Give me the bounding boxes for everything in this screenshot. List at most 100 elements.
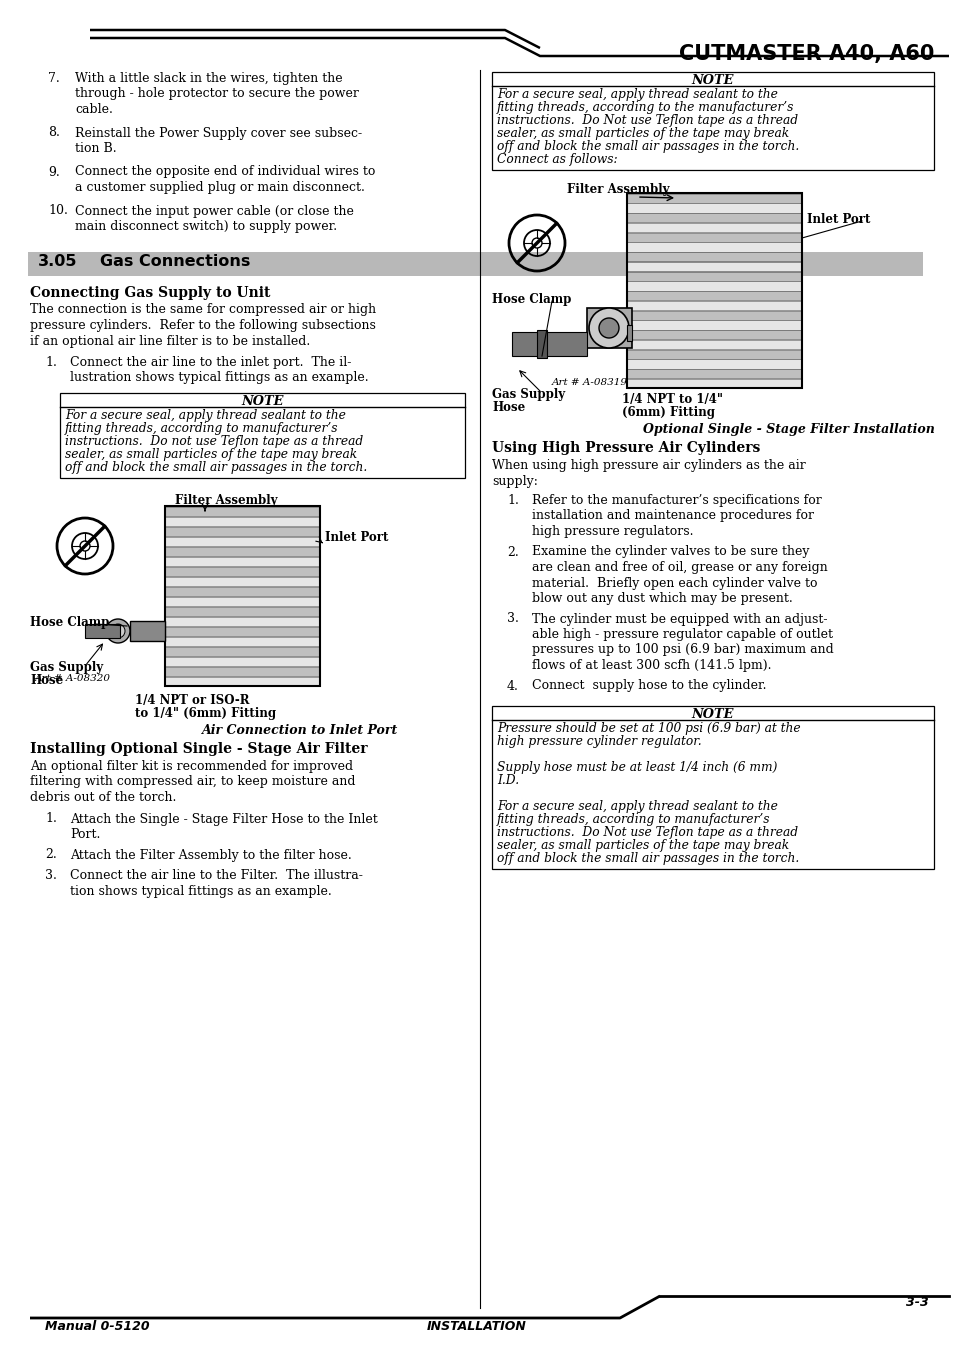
- Text: 1.: 1.: [506, 494, 518, 508]
- Bar: [165, 667, 319, 676]
- Text: 8.: 8.: [48, 127, 60, 139]
- Text: Inlet Port: Inlet Port: [325, 531, 388, 544]
- Text: Hose: Hose: [30, 674, 63, 687]
- Bar: [512, 332, 586, 356]
- Bar: [626, 232, 801, 242]
- Bar: [165, 647, 319, 656]
- Text: Connect the air line to the inlet port.  The il-: Connect the air line to the inlet port. …: [70, 356, 351, 369]
- Text: 1.: 1.: [45, 813, 57, 825]
- Text: 1.: 1.: [45, 356, 57, 369]
- Text: 2.: 2.: [45, 849, 56, 861]
- Text: Gas Connections: Gas Connections: [100, 255, 250, 270]
- Text: 7.: 7.: [48, 72, 60, 85]
- Text: 3.05: 3.05: [38, 255, 77, 270]
- Bar: [626, 262, 801, 271]
- Bar: [626, 204, 801, 212]
- Bar: [165, 536, 319, 545]
- Bar: [130, 621, 165, 641]
- Bar: [586, 308, 631, 348]
- Text: lustration shows typical fittings as an example.: lustration shows typical fittings as an …: [70, 371, 368, 385]
- Bar: [165, 597, 319, 606]
- Text: installation and maintenance procedures for: installation and maintenance procedures …: [532, 509, 813, 522]
- Text: For a secure seal, apply thread sealant to the: For a secure seal, apply thread sealant …: [497, 801, 777, 813]
- Bar: [626, 369, 801, 378]
- Text: through - hole protector to secure the power: through - hole protector to secure the p…: [75, 88, 358, 100]
- Bar: [626, 310, 801, 320]
- Text: high pressure cylinder regulator.: high pressure cylinder regulator.: [497, 734, 700, 748]
- Circle shape: [111, 624, 125, 639]
- Text: When using high pressure air cylinders as the air: When using high pressure air cylinders a…: [492, 459, 805, 472]
- Text: Filter Assembly: Filter Assembly: [174, 494, 277, 508]
- Text: 1/4 NPT to 1/4": 1/4 NPT to 1/4": [621, 393, 722, 406]
- Text: blow out any dust which may be present.: blow out any dust which may be present.: [532, 593, 792, 605]
- Text: 10.: 10.: [48, 204, 68, 217]
- Bar: [165, 567, 319, 576]
- Text: 1/4 NPT or ISO-R: 1/4 NPT or ISO-R: [135, 694, 250, 707]
- Text: to 1/4" (6mm) Fitting: to 1/4" (6mm) Fitting: [135, 707, 275, 720]
- Text: instructions.  Do not use Teflon tape as a thread: instructions. Do not use Teflon tape as …: [65, 435, 363, 448]
- Text: Manual 0-5120: Manual 0-5120: [45, 1319, 150, 1332]
- Text: Port.: Port.: [70, 828, 100, 841]
- Bar: [165, 506, 319, 516]
- Text: off and block the small air passages in the torch.: off and block the small air passages in …: [65, 460, 367, 474]
- Text: high pressure regulators.: high pressure regulators.: [532, 525, 693, 539]
- Text: Installing Optional Single - Stage Air Filter: Installing Optional Single - Stage Air F…: [30, 743, 367, 756]
- Text: Connecting Gas Supply to Unit: Connecting Gas Supply to Unit: [30, 285, 270, 300]
- Text: 4.: 4.: [506, 679, 518, 693]
- Bar: [626, 340, 801, 350]
- Bar: [165, 506, 319, 686]
- Text: Reinstall the Power Supply cover see subsec-: Reinstall the Power Supply cover see sub…: [75, 127, 362, 139]
- Bar: [537, 329, 546, 358]
- Text: NOTE: NOTE: [691, 707, 734, 721]
- Bar: [626, 193, 801, 387]
- Text: off and block the small air passages in the torch.: off and block the small air passages in …: [497, 852, 799, 865]
- Text: are clean and free of oil, grease or any foreign: are clean and free of oil, grease or any…: [532, 562, 827, 574]
- Bar: [165, 617, 319, 626]
- Text: For a secure seal, apply thread sealant to the: For a secure seal, apply thread sealant …: [65, 409, 346, 423]
- Bar: [165, 626, 319, 636]
- Text: fitting threads, according to manufacturer’s: fitting threads, according to manufactur…: [497, 813, 770, 826]
- Bar: [85, 624, 120, 639]
- Bar: [626, 301, 801, 310]
- Text: a customer supplied plug or main disconnect.: a customer supplied plug or main disconn…: [75, 181, 364, 194]
- Bar: [626, 242, 801, 251]
- Text: Using High Pressure Air Cylinders: Using High Pressure Air Cylinders: [492, 441, 760, 455]
- Text: Supply hose must be at least 1/4 inch (6 mm): Supply hose must be at least 1/4 inch (6…: [497, 761, 777, 774]
- Text: tion B.: tion B.: [75, 142, 116, 155]
- Text: flows of at least 300 scfh (141.5 lpm).: flows of at least 300 scfh (141.5 lpm).: [532, 659, 771, 672]
- Text: material.  Briefly open each cylinder valve to: material. Briefly open each cylinder val…: [532, 576, 817, 590]
- Text: Connect  supply hose to the cylinder.: Connect supply hose to the cylinder.: [532, 679, 765, 693]
- Bar: [165, 576, 319, 586]
- Bar: [28, 251, 923, 275]
- Text: For a secure seal, apply thread sealant to the: For a secure seal, apply thread sealant …: [497, 88, 777, 101]
- Circle shape: [588, 308, 628, 348]
- Text: Attach the Filter Assembly to the filter hose.: Attach the Filter Assembly to the filter…: [70, 849, 352, 861]
- Circle shape: [80, 541, 90, 551]
- Text: NOTE: NOTE: [691, 74, 734, 86]
- Text: sealer, as small particles of the tape may break: sealer, as small particles of the tape m…: [497, 838, 788, 852]
- Bar: [60, 393, 464, 478]
- Text: Connect the opposite end of individual wires to: Connect the opposite end of individual w…: [75, 166, 375, 178]
- Text: main disconnect switch) to supply power.: main disconnect switch) to supply power.: [75, 220, 336, 234]
- Bar: [626, 329, 801, 339]
- Circle shape: [532, 238, 541, 248]
- Text: (6mm) Fitting: (6mm) Fitting: [621, 406, 714, 418]
- Text: Art # A-08319: Art # A-08319: [552, 378, 627, 387]
- Bar: [626, 193, 801, 202]
- Text: NOTE: NOTE: [241, 396, 283, 408]
- Text: fitting threads, according to the manufacturer’s: fitting threads, according to the manufa…: [497, 101, 794, 113]
- Bar: [626, 359, 801, 369]
- Text: off and block the small air passages in the torch.: off and block the small air passages in …: [497, 140, 799, 153]
- Bar: [626, 350, 801, 359]
- Bar: [165, 517, 319, 526]
- Bar: [626, 379, 801, 387]
- Text: pressure cylinders.  Refer to the following subsections: pressure cylinders. Refer to the followi…: [30, 319, 375, 332]
- Text: Hose: Hose: [492, 401, 525, 414]
- Bar: [165, 636, 319, 647]
- Bar: [492, 72, 933, 170]
- Text: The connection is the same for compressed air or high: The connection is the same for compresse…: [30, 304, 375, 316]
- Text: Examine the cylinder valves to be sure they: Examine the cylinder valves to be sure t…: [532, 545, 809, 559]
- Bar: [165, 656, 319, 666]
- Circle shape: [106, 620, 130, 643]
- Text: if an optional air line filter is to be installed.: if an optional air line filter is to be …: [30, 335, 310, 347]
